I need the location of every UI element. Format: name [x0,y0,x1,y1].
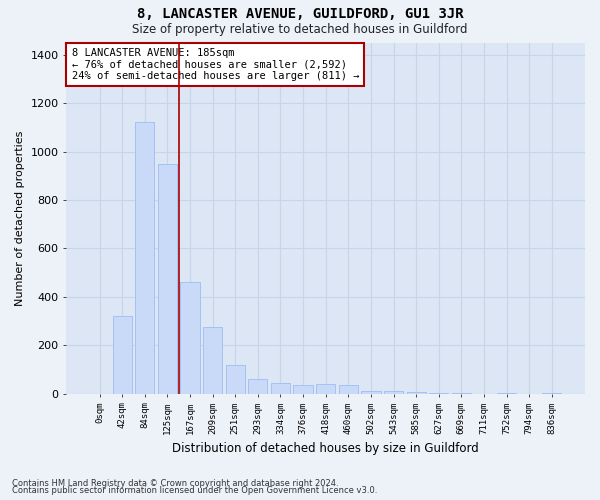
Text: 8 LANCASTER AVENUE: 185sqm
← 76% of detached houses are smaller (2,592)
24% of s: 8 LANCASTER AVENUE: 185sqm ← 76% of deta… [71,48,359,81]
Bar [248,379,268,394]
Bar [226,364,245,394]
Text: Contains HM Land Registry data © Crown copyright and database right 2024.: Contains HM Land Registry data © Crown c… [12,478,338,488]
Y-axis label: Number of detached properties: Number of detached properties [15,130,25,306]
Bar [429,392,448,394]
Text: Contains public sector information licensed under the Open Government Licence v3: Contains public sector information licen… [12,486,377,495]
Bar [135,122,154,394]
Bar [181,282,200,394]
Text: Size of property relative to detached houses in Guildford: Size of property relative to detached ho… [132,22,468,36]
Bar [497,393,516,394]
Bar [203,327,222,394]
Bar [316,384,335,394]
Bar [384,392,403,394]
Bar [113,316,132,394]
Text: 8, LANCASTER AVENUE, GUILDFORD, GU1 3JR: 8, LANCASTER AVENUE, GUILDFORD, GU1 3JR [137,8,463,22]
Bar [293,386,313,394]
Bar [407,392,426,394]
Bar [361,391,380,394]
Bar [158,164,177,394]
Bar [338,384,358,394]
Bar [271,383,290,394]
Bar [452,393,471,394]
X-axis label: Distribution of detached houses by size in Guildford: Distribution of detached houses by size … [172,442,479,455]
